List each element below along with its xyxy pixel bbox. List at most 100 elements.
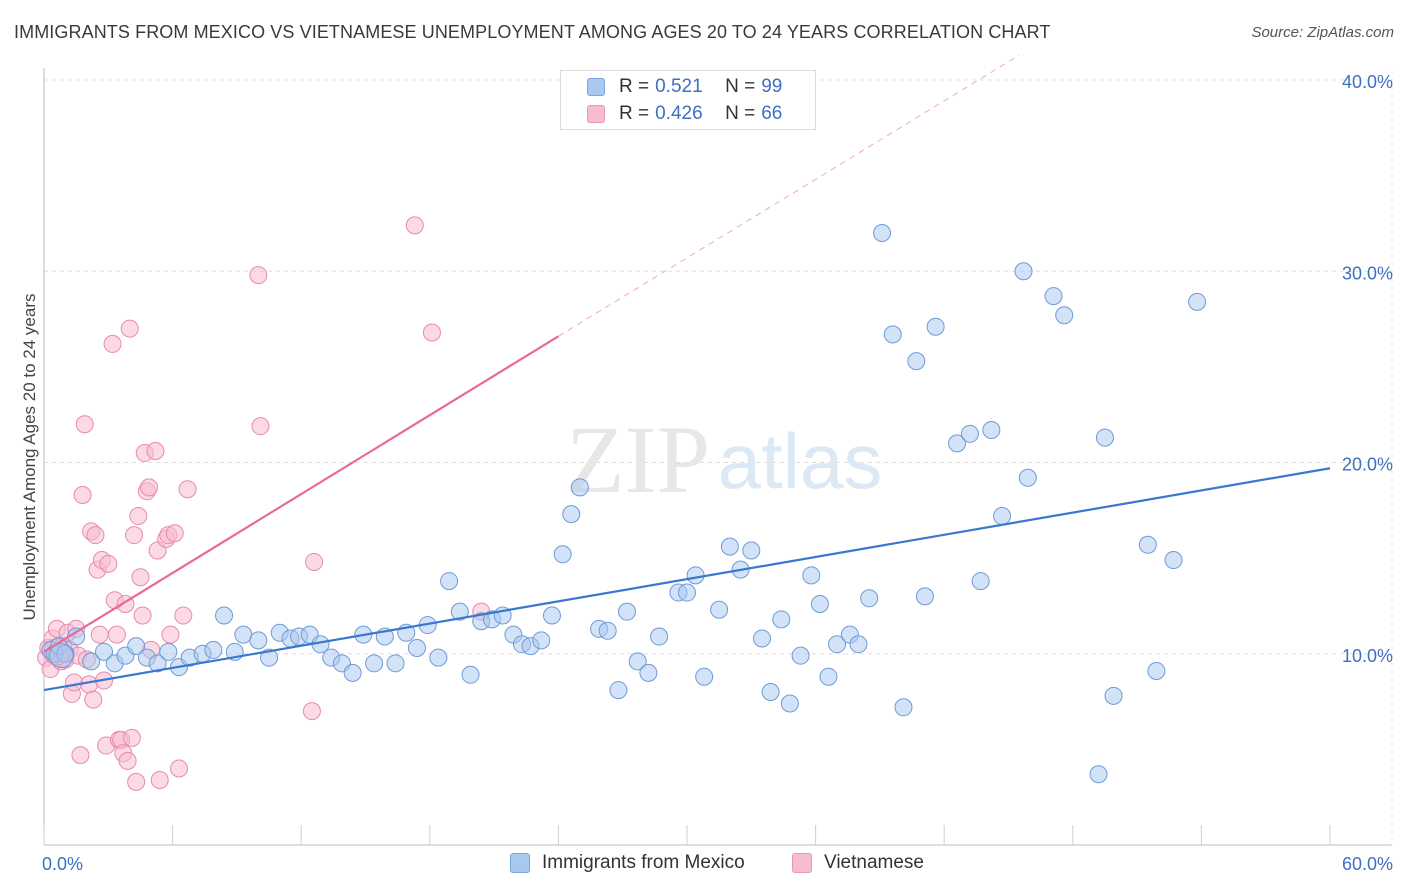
vietnamese-point <box>251 417 270 436</box>
vietnamese-point <box>118 751 137 770</box>
x-tick-label: 0.0% <box>42 854 83 874</box>
legend-n-label: N = <box>725 76 756 97</box>
mexico-point <box>1055 306 1074 325</box>
vietnamese-point <box>103 334 122 353</box>
mexico-point <box>1164 551 1183 570</box>
mexico-point <box>159 642 178 661</box>
vietnamese-point <box>146 442 165 461</box>
mexico-point <box>1089 765 1108 784</box>
vietnamese-point <box>71 746 90 765</box>
mexico-point <box>915 587 934 606</box>
vietnamese-point <box>140 478 159 497</box>
vietnamese-point <box>125 526 144 545</box>
mexico-point <box>960 424 979 443</box>
mexico-point <box>542 606 561 625</box>
mexico-point <box>249 631 268 650</box>
mexico-point <box>849 635 868 654</box>
legend-n-label: N = <box>725 103 756 124</box>
tick-labels: 10.0% 20.0% 30.0% 40.0% 0.0% 60.0% <box>42 72 1393 874</box>
chart-title: IMMIGRANTS FROM MEXICO VS VIETNAMESE UNE… <box>14 22 1051 42</box>
vietnamese-point <box>84 690 103 709</box>
mexico-point <box>1095 428 1114 447</box>
vietnamese-point <box>127 772 146 791</box>
legend-row-vietnamese: R = 0.426 N = 66 <box>587 102 782 126</box>
legend-swatch-vietnamese <box>587 105 605 123</box>
mexico-point <box>407 639 426 658</box>
vietnamese-point <box>133 606 152 625</box>
x-tick-label: 60.0% <box>1342 854 1393 874</box>
legend-label-mexico: Immigrants from Mexico <box>542 852 745 873</box>
mexico-point <box>562 505 581 524</box>
mexico-point <box>82 652 101 671</box>
mexico-point <box>819 667 838 686</box>
legend-r-value: 0.426 <box>655 103 703 124</box>
mexico-point <box>1014 262 1033 281</box>
mexico-point <box>617 602 636 621</box>
mexico-point <box>982 420 1001 439</box>
mexico-point <box>907 352 926 371</box>
vietnamese-point <box>305 552 324 571</box>
legend-row-mexico: R = 0.521 N = 99 <box>587 75 782 99</box>
vietnamese-point <box>249 266 268 285</box>
vietnamese-point <box>75 415 94 434</box>
vietnamese-point <box>99 554 118 573</box>
mexico-point <box>127 637 146 656</box>
correlation-legend: R = 0.521 N = 99 R = 0.426 N = 66 <box>560 70 816 130</box>
vietnamese-points <box>37 216 491 791</box>
vietnamese-point <box>161 625 180 644</box>
mexico-point <box>1044 287 1063 306</box>
y-tick-label: 20.0% <box>1342 455 1393 475</box>
mexico-point <box>780 694 799 713</box>
mexico-point <box>828 635 847 654</box>
mexico-point <box>791 646 810 665</box>
legend-item-vietnamese: Vietnamese <box>792 852 924 874</box>
legend-r-value: 0.521 <box>655 76 703 97</box>
mexico-point <box>1147 661 1166 680</box>
mexico-point <box>894 698 913 717</box>
watermark-atlas: atlas <box>718 417 883 505</box>
mexico-point <box>761 683 780 701</box>
vietnamese-point <box>131 568 150 587</box>
vietnamese-point <box>150 770 169 789</box>
mexico-point <box>429 648 448 667</box>
mexico-point <box>802 566 821 585</box>
mexico-point <box>260 648 279 667</box>
vietnamese-point <box>73 486 92 505</box>
vietnamese-point <box>120 319 139 338</box>
y-tick-label: 10.0% <box>1342 646 1393 666</box>
source-credit: Source: ZipAtlas.com <box>1251 24 1394 41</box>
mexico-point <box>686 566 705 585</box>
mexico-point <box>609 681 628 700</box>
vietnamese-point <box>174 606 193 625</box>
mexico-point <box>720 537 739 556</box>
mexico-point-cluster <box>48 643 74 669</box>
watermark-zip: ZIP <box>566 406 710 513</box>
vietnamese-point <box>107 625 126 644</box>
vietnamese-point <box>422 323 441 342</box>
vietnamese-point <box>170 759 189 778</box>
legend-n-value: 99 <box>761 76 783 97</box>
series-legend: Immigrants from Mexico Vietnamese <box>0 852 1406 878</box>
mexico-point <box>1018 468 1037 487</box>
mexico-point <box>710 600 729 619</box>
mexico-point <box>628 652 647 671</box>
vietnamese-point <box>405 216 424 235</box>
mexico-point <box>532 631 551 650</box>
mexico-point <box>1188 292 1207 311</box>
mexico-point <box>742 541 761 560</box>
mexico-point <box>440 572 459 591</box>
mexico-point <box>753 629 772 648</box>
vietnamese-point <box>178 480 197 499</box>
mexico-point <box>650 627 669 646</box>
axes <box>43 68 1392 846</box>
mexico-point <box>215 606 234 625</box>
mexico-point <box>860 589 879 608</box>
mexico-point <box>234 625 253 644</box>
mexico-point <box>639 663 658 682</box>
legend-item-mexico: Immigrants from Mexico <box>510 852 745 874</box>
mexico-point <box>450 602 469 621</box>
y-tick-label: 40.0% <box>1342 72 1393 92</box>
watermark: ZIP atlas <box>566 406 882 513</box>
legend-r-label: R = <box>619 76 650 97</box>
